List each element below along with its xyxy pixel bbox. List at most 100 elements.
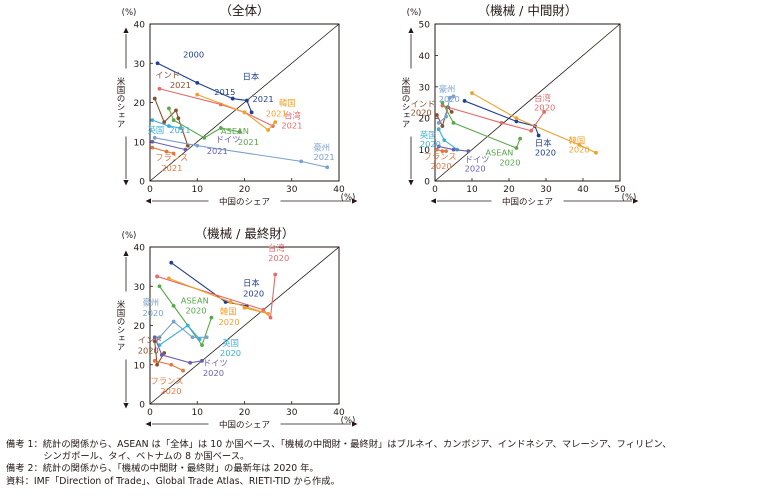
data-point-2-3 <box>542 110 547 114</box>
data-point-2-2 <box>266 311 271 316</box>
data-point-1-0 <box>152 96 157 101</box>
data-point-1-2 <box>174 108 178 113</box>
x-tick-label: 30 <box>286 185 298 195</box>
data-label: ドイツ <box>465 154 490 164</box>
data-point-6-0 <box>150 145 155 150</box>
y-tick-label-origin: 0 <box>139 178 145 188</box>
x-tick-label: 20 <box>239 185 251 195</box>
data-point-5-0 <box>436 127 441 132</box>
y-axis-label: 米国のシェア <box>115 299 125 351</box>
data-point-6-1 <box>451 121 456 125</box>
data-point-4-3 <box>451 94 456 99</box>
data-label: 2020 <box>219 317 240 327</box>
data-point-8-1 <box>159 353 164 357</box>
data-label: 台湾 <box>534 93 551 103</box>
series-line-1 <box>471 92 597 154</box>
data-point-4-0 <box>167 106 171 111</box>
data-label: 2020 <box>465 163 486 173</box>
data-label: 2020 <box>142 308 163 318</box>
x-tick-label: 20 <box>239 408 251 418</box>
data-point-5-1 <box>167 124 171 128</box>
arrow-head <box>408 27 414 33</box>
x-tick-label: 50 <box>614 185 626 195</box>
data-label: 2021 <box>238 137 259 147</box>
data-label: ASEAN <box>181 296 209 306</box>
y-tick-label: 30 <box>134 283 146 293</box>
data-point-8-2 <box>299 159 304 164</box>
data-label: ドイツ <box>216 135 241 145</box>
data-point-7-1 <box>169 362 174 367</box>
x-tick-label: 10 <box>466 185 478 195</box>
note-2: 備考 2：統計の関係から、「機械の中間財・最終財」の最新年は 2020 年。 <box>6 463 319 475</box>
data-label: 2021 <box>169 125 190 135</box>
data-point-8-3 <box>200 358 204 363</box>
data-point-3-1 <box>242 110 247 115</box>
data-label: フランス <box>424 152 457 162</box>
data-point-5-0 <box>150 118 155 123</box>
series-line-6 <box>441 102 521 149</box>
y-tick-label: 20 <box>134 322 146 332</box>
data-label: インド <box>155 70 180 80</box>
data-point-0-3 <box>244 98 249 103</box>
data-point-3-2 <box>200 343 204 348</box>
notes: 備考 1：統計の関係から、ASEAN は「全体」は 10 か国ベース、「機械の中… <box>6 439 764 488</box>
series-line-3 <box>197 94 276 131</box>
data-point-2-1 <box>499 121 504 125</box>
data-point-4-1 <box>171 118 176 123</box>
data-point-6-2 <box>171 151 176 156</box>
data-point-4-0 <box>436 121 441 125</box>
data-point-8-1 <box>451 147 456 152</box>
y-tick-label: 10 <box>419 146 431 156</box>
series-line-7 <box>152 141 186 151</box>
x-axis-label: 中国のシェア <box>219 420 270 431</box>
data-point-4-2 <box>202 135 207 140</box>
data-label: 2020 <box>138 345 159 355</box>
data-point-4-1 <box>444 114 448 119</box>
data-label: 2015 <box>214 87 235 97</box>
data-label: 2021 <box>253 94 274 104</box>
data-label: 韓国 <box>569 135 586 145</box>
diagonal-line <box>149 23 340 182</box>
data-point-0-0 <box>169 260 174 265</box>
y-tick-label-origin: 0 <box>424 178 430 188</box>
y-unit-label: (%) <box>407 8 422 18</box>
arrow-head <box>430 198 436 204</box>
data-point-1-3 <box>176 116 181 121</box>
data-point-7-2 <box>181 368 185 373</box>
data-label: フランス <box>150 376 183 386</box>
x-tick-label: 0 <box>432 185 438 195</box>
data-point-0-2 <box>230 96 235 101</box>
charts-canvas: （全体）0 10 20 30 40102030400(%)(%)米国のシェア中国のシェア… <box>115 3 639 431</box>
data-label: 2021 <box>313 152 334 162</box>
x-tick-label: 20 <box>503 185 515 195</box>
data-point-4-3 <box>204 335 209 340</box>
data-point-6-1 <box>164 149 169 154</box>
data-point-7-0 <box>152 358 157 363</box>
data-point-3-1 <box>440 124 445 128</box>
data-point-5-2 <box>197 337 202 342</box>
y-axis-label: 米国のシェア <box>400 76 410 128</box>
data-point-0-0 <box>462 99 467 103</box>
data-label: 2020 <box>220 348 241 358</box>
data-label: 2000 <box>183 49 204 59</box>
diagonal-line <box>434 23 621 182</box>
chart-title: （機械 / 中間財） <box>478 3 578 18</box>
data-point-8-0 <box>152 135 157 140</box>
x-tick-label: 0 <box>147 185 153 195</box>
arrow-head <box>123 27 129 33</box>
data-label: ASEAN <box>485 147 513 157</box>
data-point-3-0 <box>157 284 162 289</box>
series-line-5 <box>159 324 201 346</box>
data-point-3-3 <box>449 110 454 114</box>
y-tick-label: 50 <box>419 21 431 31</box>
x-unit-label: (%) <box>341 193 356 203</box>
data-point-3-3 <box>273 120 278 125</box>
data-point-1-0 <box>470 91 474 95</box>
data-label: 2020 <box>534 103 555 113</box>
source-note: 資料：IMF「Direction of Trade」、Global Trade … <box>6 475 340 487</box>
data-point-2-0 <box>157 86 162 91</box>
data-point-4-2 <box>447 95 452 100</box>
data-label: 台湾 <box>284 111 301 121</box>
data-point-7-2 <box>444 149 448 154</box>
data-label: 2020 <box>431 161 452 171</box>
